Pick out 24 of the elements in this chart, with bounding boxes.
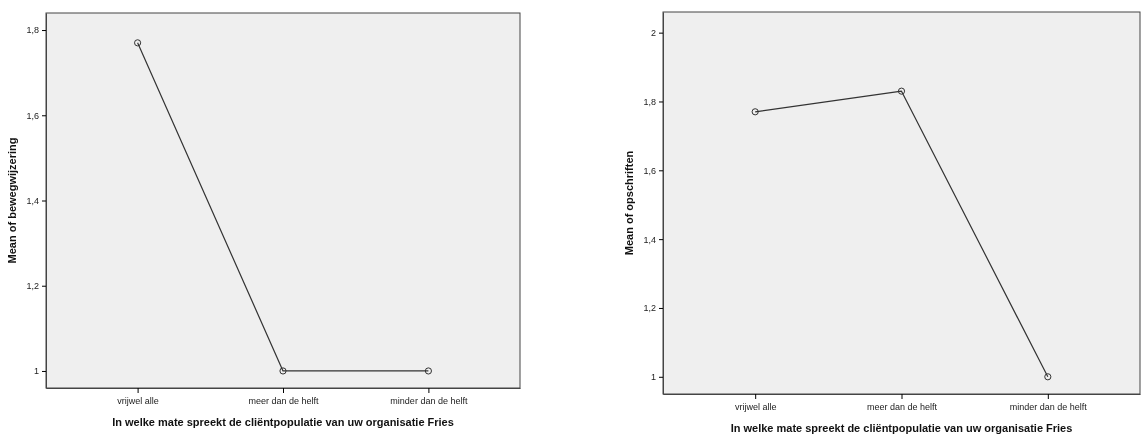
x-tick-label: vrijwel alle <box>117 396 159 407</box>
y-tick-label: 1,6 <box>643 165 656 176</box>
y-tick-label: 1,8 <box>643 96 656 107</box>
y-axis-title: Mean of bewegwijzering <box>6 137 18 264</box>
x-tick-label: vrijwel alle <box>734 402 777 413</box>
y-tick-label: 2 <box>650 28 656 39</box>
x-axis-title: In welke mate spreekt de cliëntpopulatie van uw organisatie Fries <box>112 416 454 428</box>
y-axis-title: Mean of opschriften <box>623 150 635 256</box>
x-tick-label: minder dan de helft <box>390 396 468 407</box>
y-tick-label: 1,4 <box>643 234 656 245</box>
y-tick-label: 1,6 <box>26 110 39 121</box>
y-tick-label: 1 <box>33 366 39 377</box>
point <box>751 108 759 116</box>
y-tick-label: 1 <box>650 372 656 383</box>
x-tick-label: minder dan de helft <box>1009 402 1088 413</box>
y-tick-label: 1,8 <box>26 25 39 36</box>
y-tick-label: 1,4 <box>26 195 39 206</box>
x-tick-label: meer dan de helft <box>248 396 320 407</box>
y-tick-label: 1,2 <box>643 303 656 314</box>
x-tick-label: meer dan de helft <box>866 402 938 413</box>
y-tick-label: 1,2 <box>26 281 39 292</box>
x-axis-title: In welke mate spreekt de cliëntpopulatie van uw organisatie Fries <box>730 422 1073 434</box>
point <box>1044 373 1052 381</box>
point <box>897 87 906 95</box>
